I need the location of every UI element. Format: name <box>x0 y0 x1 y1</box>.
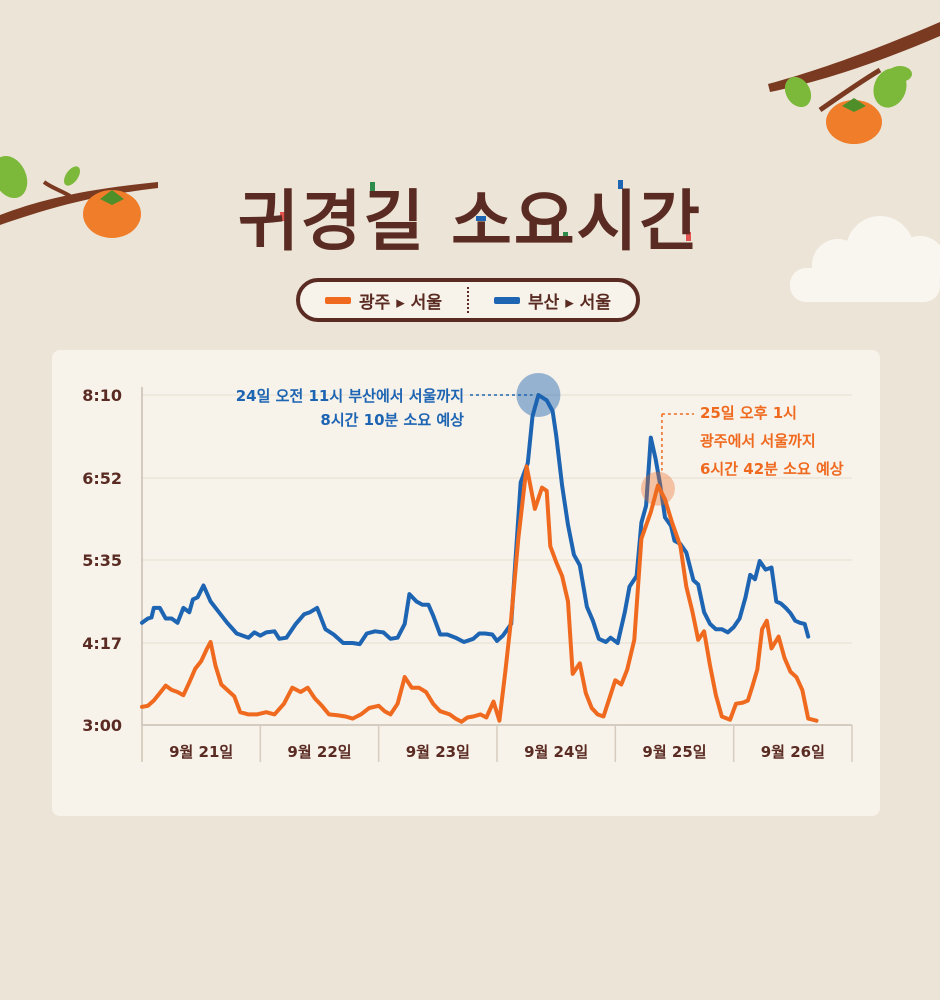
y-tick-label: 4:17 <box>82 634 122 653</box>
cloud-decoration <box>790 216 940 302</box>
y-tick-label: 5:35 <box>82 551 122 570</box>
y-tick-label: 8:10 <box>82 386 122 405</box>
right-branch-decoration <box>768 22 940 144</box>
x-tick-label: 9월 26일 <box>761 743 825 761</box>
legend-swatch-blue <box>494 296 521 304</box>
series-line-busan <box>140 393 811 647</box>
peak-highlight-gwangju <box>640 471 675 506</box>
annotation-text-gwangju: 25일 오후 1시 <box>700 404 797 422</box>
y-tick-label: 6:52 <box>82 469 122 488</box>
left-branch-decoration <box>0 155 158 238</box>
x-tick-label: 9월 23일 <box>406 743 470 761</box>
title-accent-marks <box>280 180 691 241</box>
legend-divider <box>467 287 469 313</box>
annotation-text-gwangju: 6시간 42분 소요 예상 <box>700 460 844 478</box>
annotation-text-busan: 8시간 10분 소요 예상 <box>320 411 464 429</box>
annotation-text-busan: 24일 오전 11시 부산에서 서울까지 <box>236 387 464 405</box>
chart-card: 3:00 4:17 5:35 6:52 8:10 9월 21일 9월 22일 9월 23일 9월… <box>52 350 880 816</box>
peak-highlight-busan <box>516 373 561 417</box>
legend-item-gwangju: 광주 ▸ 서울 <box>300 288 467 313</box>
series-line-gwangju <box>140 464 819 724</box>
legend: 광주 ▸ 서울 부산 ▸ 서울 <box>296 278 640 322</box>
x-tick-label: 9월 22일 <box>287 743 351 761</box>
y-tick-label: 3:00 <box>82 716 122 735</box>
legend-item-busan: 부산 ▸ 서울 <box>469 288 636 313</box>
page-title: 귀경길 소요시간 <box>237 183 703 260</box>
annotation-text-gwangju: 광주에서 서울까지 <box>700 432 816 450</box>
x-tick-label: 9월 25일 <box>642 743 706 761</box>
legend-swatch-orange <box>325 296 352 304</box>
legend-label-busan: 부산 ▸ 서울 <box>528 292 611 313</box>
legend-label-gwangju: 광주 ▸ 서울 <box>359 292 442 313</box>
x-tick-label: 9월 21일 <box>169 743 233 761</box>
x-tick-label: 9월 24일 <box>524 743 588 761</box>
line-chart: 3:00 4:17 5:35 6:52 8:10 9월 21일 9월 22일 9월 23일 9월… <box>82 373 853 762</box>
